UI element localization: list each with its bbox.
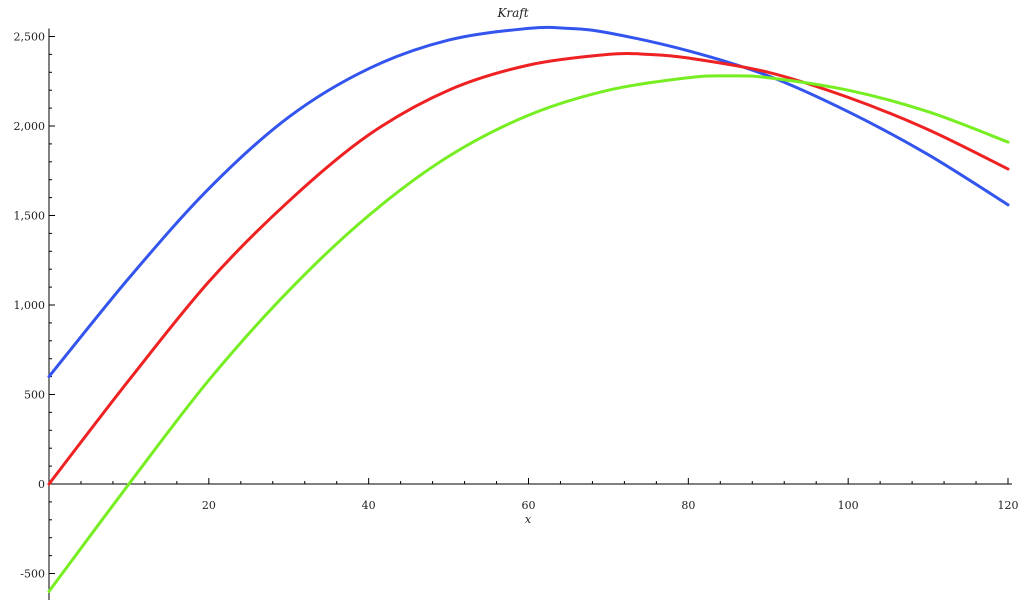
y-tick-label: 0 [38,478,45,491]
x-tick-label: 120 [998,499,1019,512]
y-tick-label: 2,000 [14,120,46,133]
series-line-1 [47,25,1010,379]
x-tick-label: 20 [202,499,216,512]
axes: -500 0 500 1,000 1,500 2,000 2,500 20 40 60 80 100 1… [14,28,1019,600]
x-tick-label: 60 [522,499,536,512]
y-tick-label: -500 [20,568,45,581]
x-axis-title: x [525,513,532,526]
chart-title: Kraft [496,6,528,20]
y-tick-label: 1,500 [14,210,46,223]
series-layer [47,25,1010,593]
x-tick-label: 100 [838,499,859,512]
x-tick-label: 40 [362,499,376,512]
series-line-2 [47,51,1010,486]
y-tick-label: 2,500 [14,31,46,44]
series-line-3 [47,74,1010,593]
y-tick-label: 1,000 [14,299,46,312]
x-tick-label: 80 [681,499,695,512]
y-tick-label: 500 [24,389,45,402]
